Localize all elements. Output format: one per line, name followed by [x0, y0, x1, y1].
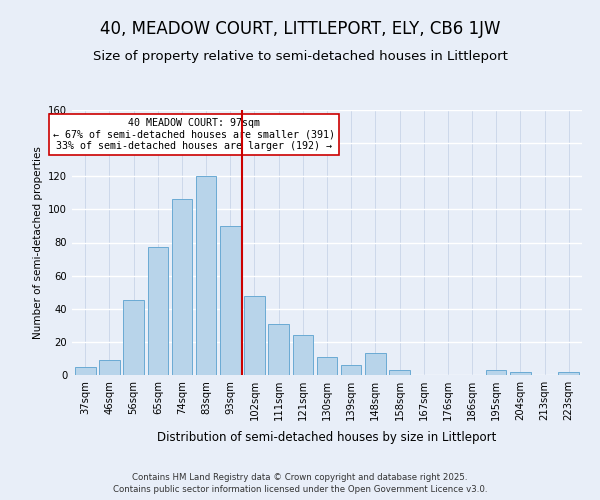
Bar [268, 324, 289, 375]
Y-axis label: Number of semi-detached properties: Number of semi-detached properties [32, 146, 43, 339]
Bar [220, 226, 241, 375]
Bar [559, 372, 579, 375]
X-axis label: Distribution of semi-detached houses by size in Littleport: Distribution of semi-detached houses by … [157, 432, 497, 444]
Bar [172, 200, 192, 375]
Bar [148, 248, 168, 375]
Bar [389, 370, 410, 375]
Bar [317, 357, 337, 375]
Text: Contains public sector information licensed under the Open Government Licence v3: Contains public sector information licen… [113, 485, 487, 494]
Bar [510, 372, 530, 375]
Bar [341, 365, 361, 375]
Bar [196, 176, 217, 375]
Text: Size of property relative to semi-detached houses in Littleport: Size of property relative to semi-detach… [92, 50, 508, 63]
Bar [293, 335, 313, 375]
Text: 40, MEADOW COURT, LITTLEPORT, ELY, CB6 1JW: 40, MEADOW COURT, LITTLEPORT, ELY, CB6 1… [100, 20, 500, 38]
Bar [75, 366, 95, 375]
Bar [486, 370, 506, 375]
Text: Contains HM Land Registry data © Crown copyright and database right 2025.: Contains HM Land Registry data © Crown c… [132, 474, 468, 482]
Bar [365, 354, 386, 375]
Bar [244, 296, 265, 375]
Bar [99, 360, 120, 375]
Bar [124, 300, 144, 375]
Text: 40 MEADOW COURT: 97sqm
← 67% of semi-detached houses are smaller (391)
33% of se: 40 MEADOW COURT: 97sqm ← 67% of semi-det… [53, 118, 335, 151]
